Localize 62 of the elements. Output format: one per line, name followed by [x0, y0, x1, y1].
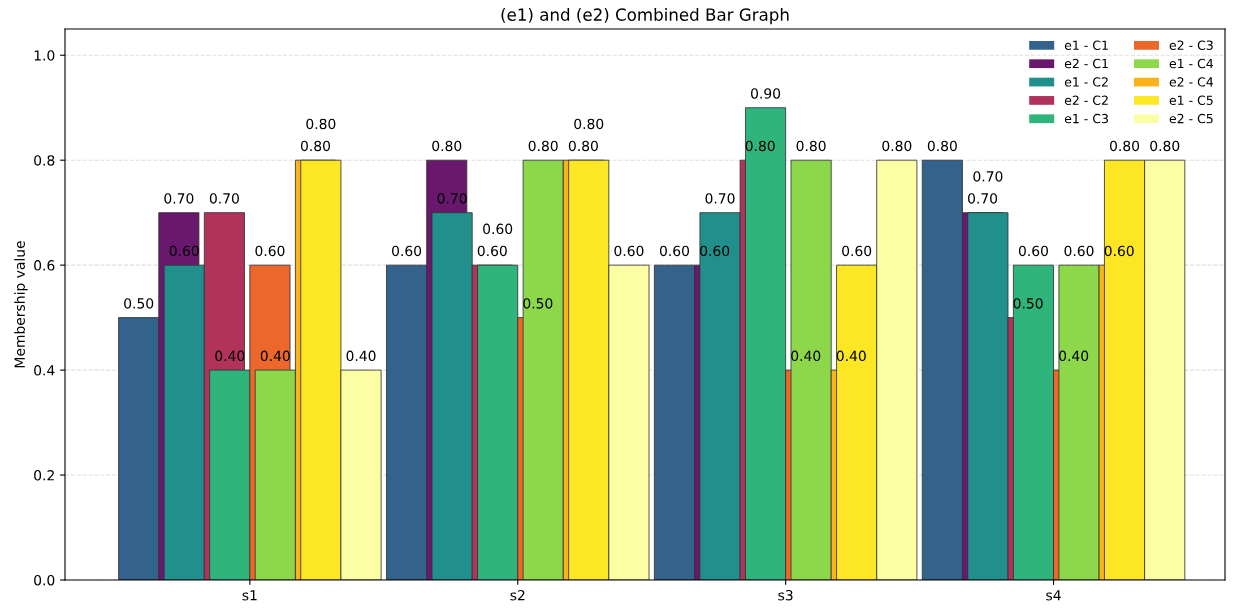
data-label: 0.70 — [705, 193, 735, 204]
chart-title: (e1) and (e2) Combined Bar Graph — [501, 8, 789, 25]
y-tick-label: 0.6 — [34, 260, 55, 271]
data-label: 0.80 — [796, 140, 826, 152]
data-label: 0.60 — [255, 245, 285, 257]
legend-label: e1 - C3 — [1064, 113, 1108, 124]
x-tick-label: s3 — [778, 589, 793, 601]
data-label: 0.70 — [968, 193, 998, 204]
legend-label: e2 - C2 — [1064, 95, 1108, 105]
data-label: 0.60 — [477, 245, 507, 257]
data-label: 0.60 — [700, 245, 730, 257]
data-label: 0.60 — [1018, 245, 1048, 257]
data-label: 0.60 — [392, 245, 422, 257]
data-label: 0.80 — [528, 140, 558, 152]
legend-label: e2 - C4 — [1169, 77, 1214, 87]
data-label: 0.60 — [842, 245, 872, 257]
data-label: 0.70 — [973, 171, 1003, 182]
data-label: 0.80 — [432, 140, 462, 152]
data-label: 0.60 — [614, 245, 644, 257]
data-label: 0.80 — [306, 118, 336, 130]
y-tick-label: 1.0 — [34, 50, 55, 61]
data-label: 0.80 — [568, 140, 598, 152]
x-tick-label: s2 — [510, 589, 525, 601]
data-label: 0.70 — [164, 193, 194, 204]
data-label: 0.50 — [124, 298, 154, 309]
legend-label: e1 - C5 — [1169, 95, 1213, 105]
data-label: 0.70 — [437, 193, 467, 204]
data-label: 0.60 — [483, 223, 513, 235]
legend-label: e1 - C1 — [1064, 40, 1108, 50]
data-label: 0.90 — [751, 88, 781, 99]
legend-label: e2 - C3 — [1169, 40, 1213, 50]
data-label: 0.40 — [1059, 350, 1089, 362]
legend-label: e1 - C4 — [1169, 58, 1214, 69]
legend-label: e2 - C1 — [1064, 58, 1108, 69]
data-label: 0.80 — [300, 140, 331, 152]
data-label: 0.80 — [745, 140, 775, 152]
bar — [653, 264, 695, 580]
x-tick-label: s4 — [1046, 590, 1061, 601]
data-label: 0.60 — [169, 245, 199, 257]
data-label: 0.80 — [1109, 140, 1140, 152]
data-label: 0.50 — [523, 298, 553, 309]
data-label: 0.80 — [1150, 140, 1180, 152]
data-label: 0.40 — [260, 350, 290, 362]
y-tick-label: 0.4 — [34, 365, 55, 376]
data-label: 0.40 — [346, 350, 376, 362]
data-label: 0.80 — [882, 140, 912, 152]
data-label: 0.80 — [927, 140, 957, 152]
bar — [921, 159, 963, 580]
data-label: 0.60 — [659, 245, 690, 257]
data-label: 0.50 — [1013, 298, 1043, 309]
legend-label: e1 - C2 — [1064, 77, 1108, 87]
data-label: 0.40 — [215, 350, 245, 362]
data-label: 0.80 — [574, 118, 604, 130]
x-tick-label: s1 — [242, 590, 257, 601]
y-tick-label: 0.0 — [34, 574, 55, 586]
y-tick-label: 0.8 — [34, 155, 55, 166]
legend-label: e2 - C5 — [1169, 113, 1213, 124]
data-label: 0.60 — [1064, 245, 1094, 257]
data-label: 0.40 — [791, 350, 821, 362]
data-label: 0.70 — [209, 193, 239, 204]
y-tick-label: 0.2 — [34, 470, 54, 481]
y-axis-title: Membership value — [14, 241, 28, 368]
